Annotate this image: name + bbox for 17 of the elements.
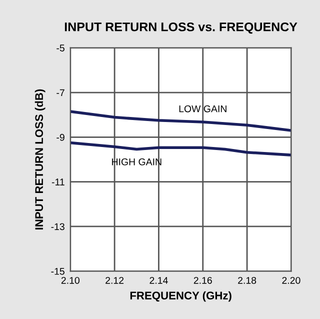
y-tick-label: -9 bbox=[56, 134, 64, 141]
series-label: LOW GAIN bbox=[179, 105, 226, 112]
chart-title: INPUT RETURN LOSS vs. FREQUENCY bbox=[64, 22, 298, 34]
y-tick-label: -11 bbox=[52, 178, 64, 186]
y-tick-label: -5 bbox=[56, 44, 64, 52]
x-tick-label: 2.14 bbox=[150, 276, 168, 284]
x-tick-label: 2.16 bbox=[194, 276, 212, 284]
x-axis-title: FREQUENCY (GHz) bbox=[130, 291, 232, 302]
line-series bbox=[70, 141, 292, 156]
x-tick-label: 2.20 bbox=[282, 276, 300, 284]
y-axis-title: INPUT RETURN LOSS (dB) bbox=[34, 89, 46, 230]
y-tick-label: -15 bbox=[51, 268, 64, 275]
y-tick-label: -13 bbox=[51, 223, 64, 230]
y-tick-label: -7 bbox=[56, 89, 64, 96]
x-tick-label: 2.12 bbox=[106, 276, 124, 284]
x-tick-label: 2.18 bbox=[238, 276, 256, 284]
x-tick-label: 2.10 bbox=[61, 276, 80, 284]
